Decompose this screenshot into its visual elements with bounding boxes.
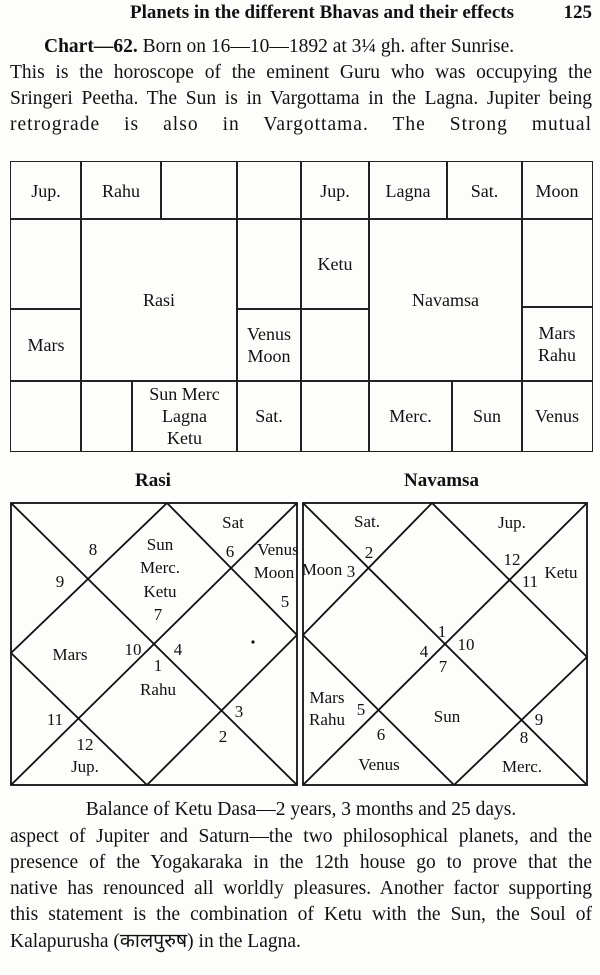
navamsa-label-h12: 12 xyxy=(503,550,521,569)
intro-line-1: Chart—62. Born on 16—10—1892 at 3¼ gh. a… xyxy=(44,34,592,60)
planet-ketu: Ketu xyxy=(167,428,202,448)
navamsa-center-title: Navamsa xyxy=(368,218,523,382)
rasi-label-h12: 12 xyxy=(76,735,94,754)
rasi-label-sat: Sat xyxy=(222,513,244,532)
navamsa-label-h10: 10 xyxy=(457,635,475,654)
rasi-cell-empty xyxy=(236,161,302,220)
navamsa-cell-jup: Jup. xyxy=(300,161,370,220)
running-header: Planets in the different Bhavas and thei… xyxy=(130,2,592,24)
rasi-cell-empty xyxy=(10,380,82,452)
rasi-cell-empty xyxy=(236,218,302,310)
intro-line-4: retrograde is also in Vargottama. The St… xyxy=(10,114,592,135)
navamsa-label-h11: 11 xyxy=(521,572,539,591)
navamsa-label-h1: 1 xyxy=(437,622,447,641)
rasi-label-h5: 5 xyxy=(280,592,290,611)
rasi-cell-rahu: Rahu xyxy=(80,161,162,220)
lagna: Lagna xyxy=(162,406,207,426)
body-line-5: Kalapurusha (कालपुरुष) in the Lagna. xyxy=(10,931,301,952)
rasi-label-rahu: Rahu xyxy=(140,680,176,699)
intro-line-2: This is the horoscope of the eminent Gur… xyxy=(10,62,592,83)
rasi-label-ketu: Ketu xyxy=(143,582,177,601)
navamsa-cell-moon: Moon xyxy=(521,161,593,220)
navamsa-chart-title: Navamsa xyxy=(404,470,479,491)
navamsa-diamond-grid xyxy=(302,502,588,786)
navamsa-cell-sun: Sun xyxy=(451,380,523,452)
rasi-cell-mars: Mars xyxy=(10,308,82,382)
body-line-3: native has renounced all worldly pleasur… xyxy=(10,878,592,899)
navamsa-cell-lagna: Lagna xyxy=(368,161,448,220)
rasi-label-sun: Sun xyxy=(146,535,174,554)
navamsa-cell-ketu: Ketu xyxy=(300,218,370,310)
rasi-label-h1: 1 xyxy=(153,656,163,675)
rasi-label-moon: Moon xyxy=(253,563,295,582)
navamsa-label-h7: 7 xyxy=(438,657,448,676)
ink-dot xyxy=(251,640,255,644)
navamsa-label-moon: Moon xyxy=(301,560,343,579)
north-chart-rasi: Sat 8 Sun Merc. Ketu 7 9 6 Venus Moon 5 Mars 10 4 1 Rah… xyxy=(10,502,299,786)
navamsa-label-sat: Sat. xyxy=(354,512,380,531)
planet-mars: Mars xyxy=(538,323,576,343)
page-number: 125 xyxy=(563,2,593,23)
navamsa-label-sun: Sun xyxy=(433,707,461,726)
navamsa-cell-empty xyxy=(521,218,593,308)
intro-line-3: Sringeri Peetha. The Sun is in Vargottam… xyxy=(10,88,592,109)
planet-rahu: Rahu xyxy=(538,345,576,365)
body-line-4: this statement is the combination of Ket… xyxy=(10,904,592,925)
rasi-center-title: Rasi xyxy=(80,218,238,382)
navamsa-label-h5: 5 xyxy=(356,700,366,719)
rasi-label-h9: 9 xyxy=(55,572,65,591)
rasi-label-h4: 4 xyxy=(173,640,183,659)
navamsa-label-h8: 8 xyxy=(519,728,529,747)
rasi-label-h2: 2 xyxy=(218,727,228,746)
navamsa-label-jup: Jup. xyxy=(498,513,526,532)
navamsa-label-ketu: Ketu xyxy=(544,563,578,582)
chart-label: Chart—62. xyxy=(44,36,138,57)
planet-venus: Venus xyxy=(247,324,291,344)
body-line-2: presence of the Yogakaraka in the 12th h… xyxy=(10,852,592,873)
navamsa-label-h4: 4 xyxy=(419,642,429,661)
rasi-label-jup: Jup. xyxy=(71,757,99,776)
rasi-cell-empty xyxy=(10,218,82,310)
navamsa-label-mars: Mars xyxy=(309,688,345,707)
navamsa-cell-merc: Merc. xyxy=(368,380,453,452)
rasi-cell-venus-moon: Venus Moon xyxy=(236,308,302,382)
navamsa-label-h2: 2 xyxy=(364,543,374,562)
navamsa-cell-empty xyxy=(300,380,370,452)
navamsa-label-h9: 9 xyxy=(534,710,544,729)
rasi-label-h11: 11 xyxy=(46,710,64,729)
rasi-label-h3: 3 xyxy=(234,702,244,721)
navamsa-cell-sat: Sat. xyxy=(446,161,523,220)
rasi-label-h7: 7 xyxy=(153,605,163,624)
planet-moon: Moon xyxy=(247,346,291,366)
rasi-cell-sun-merc-lagna-ketu: Sun Merc Lagna Ketu xyxy=(131,380,238,452)
navamsa-cell-venus: Venus xyxy=(521,380,593,452)
navamsa-cell-mars-rahu: Mars Rahu xyxy=(521,306,593,382)
rasi-cell-jup: Jup. xyxy=(10,161,82,220)
navamsa-label-rahu: Rahu xyxy=(309,710,345,729)
rasi-cell-sat: Sat. xyxy=(236,380,302,452)
body-line-1: aspect of Jupiter and Saturn—the two phi… xyxy=(10,826,592,847)
navamsa-label-h6: 6 xyxy=(376,725,386,744)
rasi-diamond-grid xyxy=(10,502,298,786)
rasi-chart-title: Rasi xyxy=(135,470,171,491)
navamsa-label-h3: 3 xyxy=(346,562,356,581)
rasi-label-mars: Mars xyxy=(52,645,88,664)
dasa-balance: Balance of Ketu Dasa—2 years, 3 months a… xyxy=(85,799,517,820)
navamsa-cell-empty xyxy=(300,308,370,382)
navamsa-label-merc: Merc. xyxy=(501,757,543,776)
planet-sun-merc: Sun Merc xyxy=(149,384,220,404)
navamsa-label-venus: Venus xyxy=(358,755,400,774)
north-chart-navamsa: Sat. Jup. 2 Moon 3 12 11 Ketu 1 10 4 7 Mars 5 Rahu Sun 6… xyxy=(302,502,590,786)
rasi-cell-empty xyxy=(80,380,133,452)
header-title: Planets in the different Bhavas and thei… xyxy=(130,2,515,23)
rasi-label-h6: 6 xyxy=(225,542,235,561)
rasi-cell-empty xyxy=(160,161,238,220)
rasi-label-h10: 10 xyxy=(124,640,142,659)
rasi-label-venus: Venus xyxy=(257,540,299,559)
intro-text: Born on 16—10—1892 at 3¼ gh. after Sunri… xyxy=(137,36,515,57)
rasi-label-h8: 8 xyxy=(88,540,98,559)
rasi-label-merc: Merc. xyxy=(139,558,181,577)
